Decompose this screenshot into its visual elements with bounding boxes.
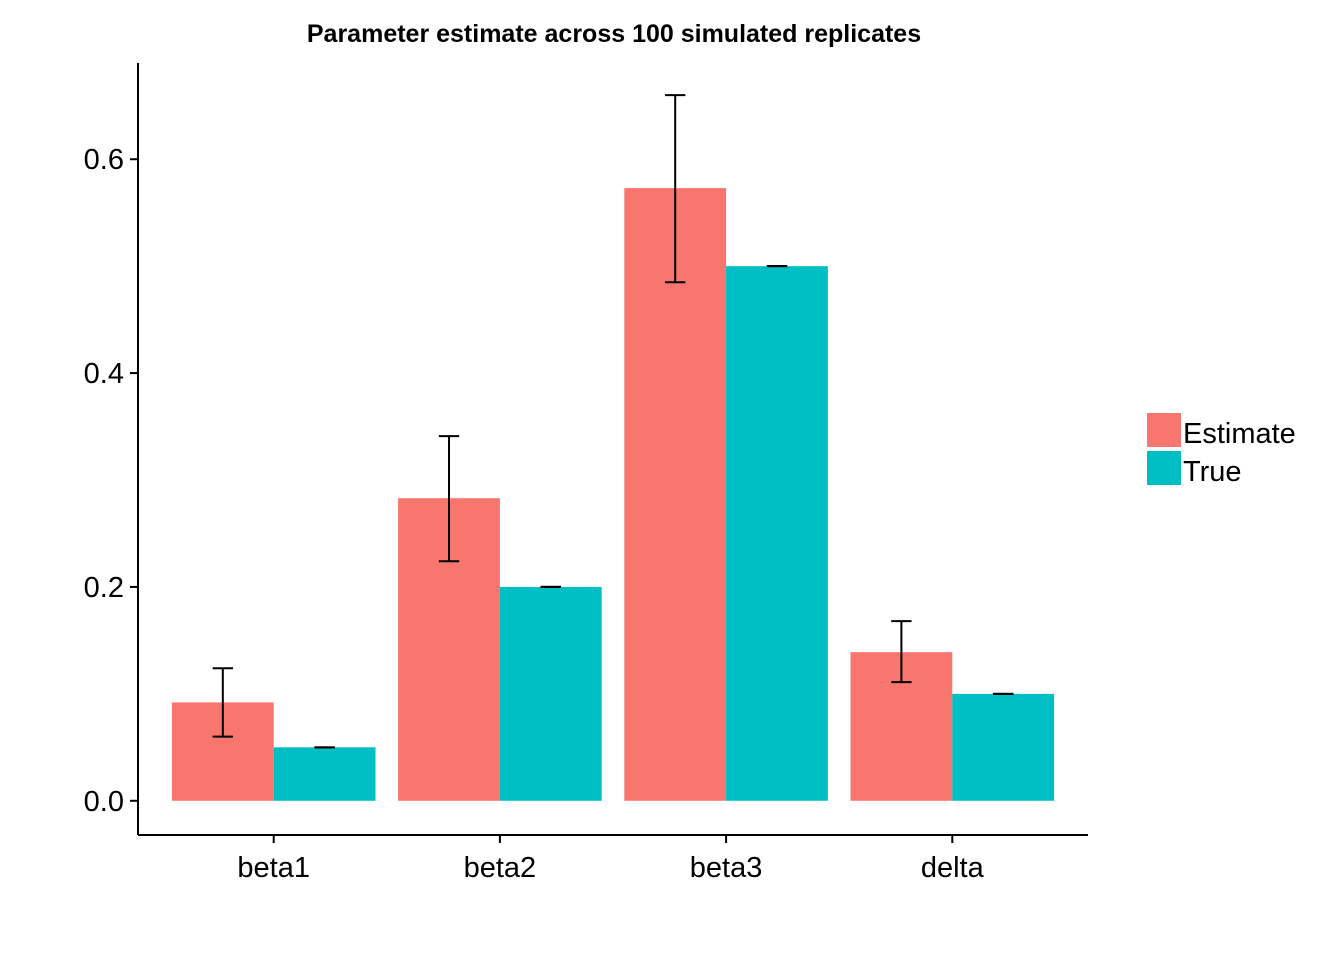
bar-true-beta1	[273, 747, 376, 801]
legend-swatch	[1147, 451, 1181, 485]
bar-estimate-beta3	[624, 188, 727, 801]
error-bar-estimate-beta3	[665, 94, 686, 284]
bar-true-beta3	[726, 266, 828, 801]
x-tick-label-beta1: beta1	[237, 852, 310, 884]
y-axis: 0.0 0.2 0.4 0.6	[84, 63, 139, 835]
x-tick-label-beta2: beta2	[464, 852, 537, 884]
y-tick-label: 0.2	[84, 572, 124, 604]
error-bar-estimate-beta1	[212, 667, 233, 738]
y-tick-label: 0.6	[84, 144, 124, 176]
chart-title: Parameter estimate across 100 simulated …	[307, 20, 921, 48]
error-bar-estimate-delta	[891, 620, 912, 684]
y-tick-label: 0.4	[84, 358, 124, 390]
bar-true-beta2	[499, 586, 602, 801]
error-bars-group	[212, 94, 1014, 749]
bar-true-delta	[952, 693, 1055, 801]
y-tick-label: 0.0	[84, 786, 124, 818]
x-tick-label-beta3: beta3	[690, 852, 763, 884]
legend: Estimate True	[1147, 413, 1296, 488]
legend-item-true: True	[1147, 451, 1242, 488]
legend-item-estimate: Estimate	[1147, 413, 1296, 450]
x-tick-label-delta: delta	[921, 852, 985, 884]
x-axis: beta1 beta2 beta3 delta	[138, 834, 1088, 884]
legend-swatch	[1147, 413, 1181, 447]
bars-group	[171, 188, 1055, 801]
legend-label: Estimate	[1183, 418, 1296, 450]
legend-label: True	[1183, 456, 1242, 488]
error-bar-estimate-beta2	[438, 435, 460, 563]
